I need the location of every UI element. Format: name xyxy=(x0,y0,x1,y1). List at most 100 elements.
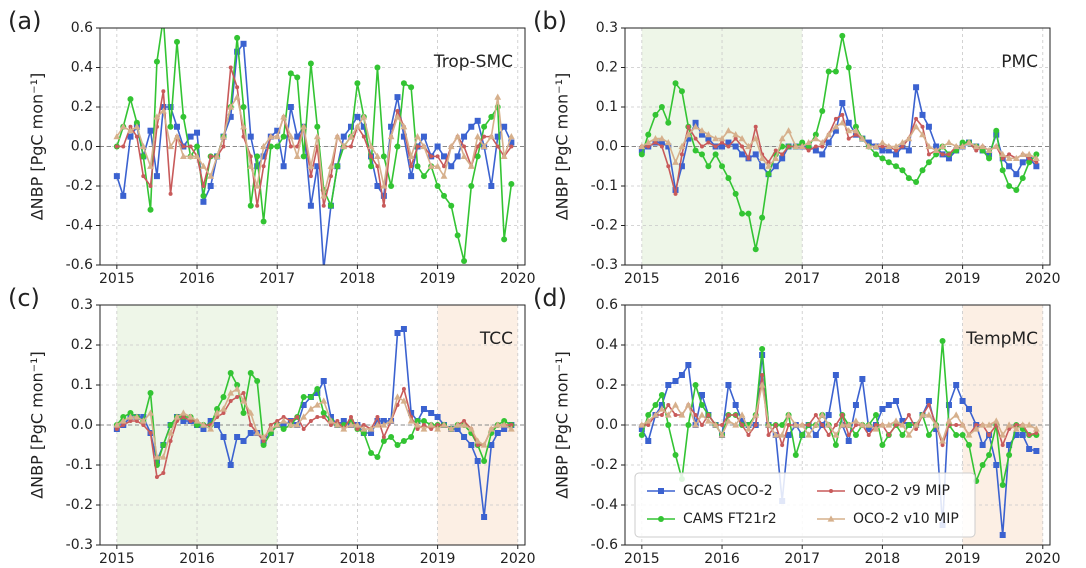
marker xyxy=(381,203,386,208)
marker xyxy=(893,398,900,404)
marker xyxy=(240,123,247,130)
marker xyxy=(281,415,286,419)
marker xyxy=(414,421,421,428)
marker xyxy=(354,421,361,428)
marker xyxy=(658,516,664,522)
panel-label: (b) xyxy=(533,7,567,35)
marker xyxy=(387,417,395,424)
marker xyxy=(892,417,900,424)
marker xyxy=(658,139,665,146)
marker xyxy=(1006,442,1013,448)
marker xyxy=(460,421,468,428)
marker xyxy=(468,183,475,189)
marker xyxy=(474,117,481,124)
marker xyxy=(333,421,341,428)
marker xyxy=(280,422,287,428)
marker xyxy=(428,410,435,416)
marker xyxy=(128,419,133,423)
y-axis-label: ΔNBP [PgC mon⁻¹] xyxy=(28,73,47,221)
marker xyxy=(900,144,905,149)
marker xyxy=(829,489,833,493)
marker xyxy=(234,48,241,55)
y-tick-label: 0.0 xyxy=(596,417,618,433)
marker xyxy=(974,423,979,427)
y-tick-label: -0.1 xyxy=(66,457,93,473)
marker xyxy=(813,144,818,149)
marker xyxy=(933,143,940,150)
marker xyxy=(905,431,913,438)
marker xyxy=(120,192,127,199)
marker xyxy=(852,123,859,130)
marker xyxy=(919,167,926,174)
marker xyxy=(872,412,879,418)
marker xyxy=(287,104,294,110)
marker xyxy=(678,142,686,150)
marker xyxy=(361,134,366,139)
y-tick-label: -0.2 xyxy=(591,218,618,234)
marker xyxy=(879,421,886,428)
x-tick-label: 2018 xyxy=(865,271,901,287)
marker xyxy=(939,338,946,344)
marker xyxy=(400,438,407,444)
y-tick-label: -0.2 xyxy=(66,497,93,513)
marker xyxy=(247,162,255,169)
marker xyxy=(833,423,838,427)
marker xyxy=(213,152,221,159)
marker xyxy=(972,142,980,150)
marker xyxy=(1034,160,1039,165)
marker xyxy=(905,422,912,428)
marker xyxy=(167,429,174,436)
marker xyxy=(320,192,328,199)
marker xyxy=(207,183,214,189)
marker xyxy=(461,434,468,440)
marker xyxy=(945,138,953,146)
y-tick-label: 0.6 xyxy=(596,297,618,313)
marker xyxy=(494,421,502,428)
marker xyxy=(718,431,726,438)
marker xyxy=(187,133,194,140)
marker xyxy=(665,422,672,428)
marker xyxy=(945,155,952,162)
marker xyxy=(752,246,759,253)
marker xyxy=(658,104,665,110)
marker xyxy=(638,432,645,438)
marker xyxy=(247,133,254,140)
marker xyxy=(354,80,361,87)
marker xyxy=(408,84,415,91)
marker xyxy=(134,134,139,139)
marker xyxy=(798,142,806,150)
marker xyxy=(307,202,314,209)
marker xyxy=(220,434,227,440)
marker xyxy=(698,392,705,398)
marker xyxy=(652,111,659,118)
marker xyxy=(494,93,502,100)
marker xyxy=(899,432,906,438)
marker xyxy=(481,514,488,520)
marker xyxy=(474,133,482,140)
y-tick-label: 0.2 xyxy=(71,99,93,115)
marker xyxy=(858,135,866,142)
annotation: Trop-SMC xyxy=(433,52,513,72)
marker xyxy=(321,415,326,419)
marker xyxy=(692,147,699,154)
marker xyxy=(932,146,940,154)
marker xyxy=(685,422,692,428)
y-tick-label: 0.1 xyxy=(596,99,618,115)
legend-box xyxy=(634,472,976,538)
x-tick-label: 2017 xyxy=(784,551,820,567)
marker xyxy=(645,412,652,418)
marker xyxy=(327,414,334,420)
marker xyxy=(799,432,806,438)
marker xyxy=(732,143,739,150)
marker xyxy=(1012,425,1020,432)
marker xyxy=(193,417,201,424)
y-tick-label: 0.1 xyxy=(71,377,93,393)
marker xyxy=(488,183,495,189)
marker xyxy=(779,422,786,428)
marker xyxy=(488,442,495,448)
marker xyxy=(1013,432,1020,438)
marker xyxy=(1013,171,1020,178)
marker xyxy=(121,144,126,149)
marker xyxy=(925,142,933,150)
marker xyxy=(986,155,993,162)
